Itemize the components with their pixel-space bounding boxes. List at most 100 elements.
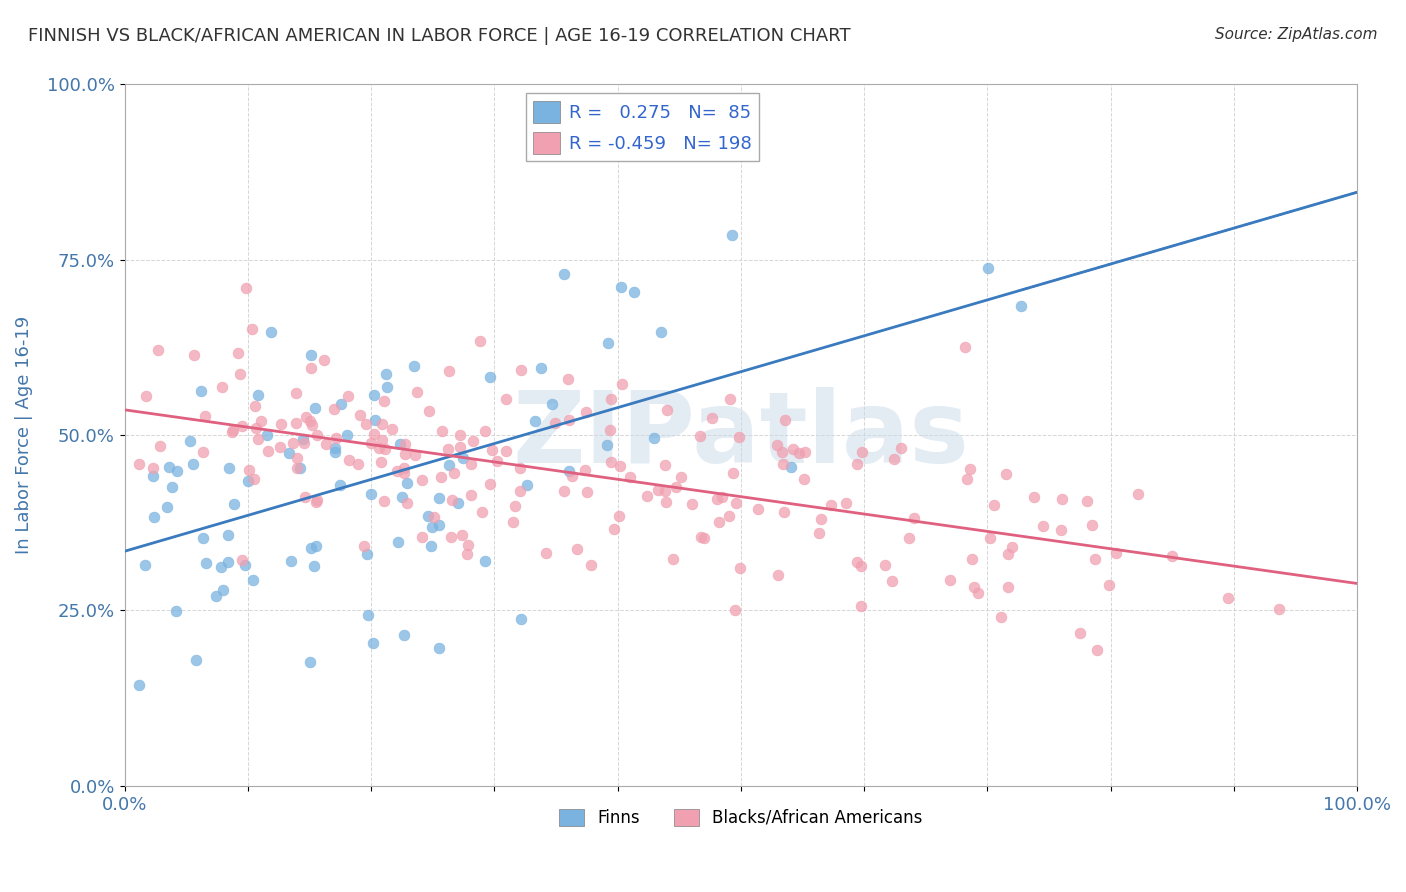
- Point: [873, 558, 896, 572]
- Point: [337, 453, 360, 467]
- Point: [231, 553, 253, 567]
- Point: [575, 405, 598, 419]
- Point: [747, 502, 769, 516]
- Point: [717, 509, 740, 524]
- Point: [270, 417, 292, 431]
- Point: [766, 568, 789, 582]
- Point: [242, 573, 264, 587]
- Point: [394, 466, 416, 480]
- Point: [295, 410, 318, 425]
- Point: [411, 530, 433, 544]
- Point: [810, 512, 832, 526]
- Point: [510, 612, 533, 626]
- Point: [600, 455, 623, 469]
- Point: [619, 469, 641, 483]
- Point: [437, 364, 460, 378]
- Point: [654, 495, 676, 509]
- Point: [846, 555, 869, 569]
- Point: [420, 539, 443, 553]
- Point: [450, 528, 472, 542]
- Point: [728, 430, 751, 444]
- Point: [779, 460, 801, 475]
- Point: [574, 463, 596, 477]
- Point: [329, 478, 352, 492]
- Point: [440, 530, 463, 544]
- Point: [723, 467, 745, 481]
- Point: [301, 417, 323, 432]
- Point: [135, 389, 157, 403]
- Point: [495, 444, 517, 458]
- Point: [718, 392, 741, 407]
- Point: [323, 441, 346, 455]
- Point: [851, 599, 873, 614]
- Point: [962, 580, 984, 594]
- Point: [960, 552, 983, 566]
- Point: [530, 361, 553, 376]
- Point: [700, 410, 723, 425]
- Point: [242, 472, 264, 486]
- Point: [835, 496, 858, 510]
- Point: [374, 442, 396, 456]
- Point: [1069, 626, 1091, 640]
- Point: [1050, 523, 1073, 537]
- Point: [770, 445, 793, 459]
- Point: [655, 403, 678, 417]
- Point: [575, 484, 598, 499]
- Point: [558, 464, 581, 478]
- Point: [1076, 493, 1098, 508]
- Point: [411, 473, 433, 487]
- Point: [387, 535, 409, 549]
- Point: [181, 457, 204, 471]
- Point: [217, 528, 239, 542]
- Point: [474, 424, 496, 438]
- Point: [724, 496, 747, 510]
- Point: [405, 384, 427, 399]
- Point: [456, 547, 478, 561]
- Point: [956, 472, 979, 486]
- Point: [294, 490, 316, 504]
- Point: [226, 345, 249, 359]
- Point: [536, 546, 558, 560]
- Point: [524, 414, 547, 428]
- Point: [157, 459, 180, 474]
- Point: [540, 397, 562, 411]
- Point: [773, 505, 796, 519]
- Point: [1218, 591, 1240, 606]
- Text: FINNISH VS BLACK/AFRICAN AMERICAN IN LABOR FORCE | AGE 16-19 CORRELATION CHART: FINNISH VS BLACK/AFRICAN AMERICAN IN LAB…: [28, 27, 851, 45]
- Point: [363, 388, 385, 402]
- Point: [292, 432, 315, 446]
- Point: [623, 285, 645, 299]
- Point: [607, 509, 630, 524]
- Point: [654, 458, 676, 472]
- Point: [461, 434, 484, 449]
- Point: [1098, 578, 1121, 592]
- Point: [1105, 546, 1128, 560]
- Point: [515, 478, 537, 492]
- Point: [959, 461, 981, 475]
- Point: [510, 363, 533, 377]
- Point: [544, 416, 567, 430]
- Point: [380, 422, 402, 436]
- Point: [782, 442, 804, 456]
- Point: [373, 394, 395, 409]
- Point: [325, 431, 347, 445]
- Point: [222, 497, 245, 511]
- Point: [149, 439, 172, 453]
- Point: [471, 505, 494, 519]
- Point: [468, 334, 491, 349]
- Point: [370, 433, 392, 447]
- Point: [681, 497, 703, 511]
- Point: [773, 413, 796, 427]
- Point: [598, 336, 620, 351]
- Point: [373, 493, 395, 508]
- Point: [360, 486, 382, 500]
- Point: [259, 325, 281, 339]
- Point: [890, 442, 912, 456]
- Point: [305, 428, 328, 442]
- Point: [222, 423, 245, 437]
- Point: [603, 522, 626, 536]
- Point: [479, 477, 502, 491]
- Point: [142, 469, 165, 483]
- Point: [370, 454, 392, 468]
- Point: [427, 641, 450, 656]
